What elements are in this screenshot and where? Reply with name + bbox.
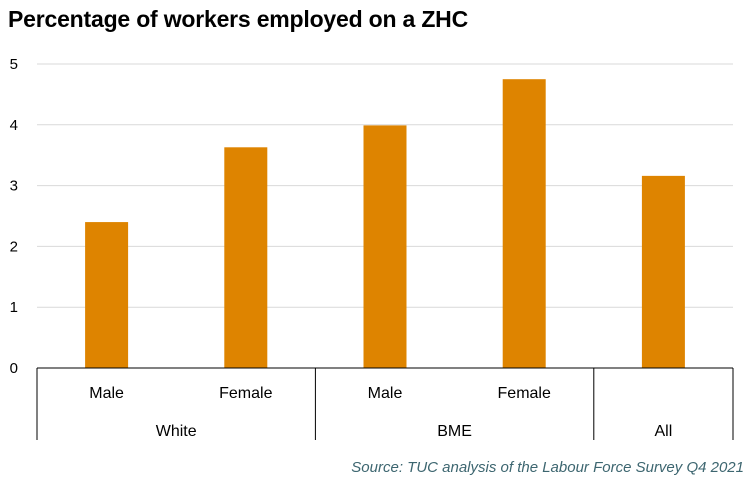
source-note: Source: TUC analysis of the Labour Force… [351,459,744,476]
y-tick-label: 0 [10,360,18,377]
x-axis: Male Female Male Female White BME All [36,367,734,440]
x-group-label: BME [437,423,472,440]
x-group-label: White [156,423,197,440]
bar [224,147,268,368]
y-tick-label: 5 [10,56,18,73]
bars [85,79,685,369]
x-category-label: Female [498,385,551,402]
y-tick-label: 1 [10,299,18,316]
bar [85,222,129,368]
y-tick-label: 3 [10,178,18,195]
x-group-label: All [655,423,673,440]
chart-title: Percentage of workers employed on a ZHC [8,6,468,32]
x-category-label: Male [89,385,124,402]
bar [641,175,685,368]
y-tick-label: 2 [10,238,18,255]
x-category-label: Female [219,385,272,402]
bar [363,125,407,369]
x-category-label: Male [368,385,403,402]
bar [502,79,546,368]
y-axis-tick-labels: 0 1 2 3 4 5 [10,56,18,377]
y-tick-label: 4 [10,117,18,134]
